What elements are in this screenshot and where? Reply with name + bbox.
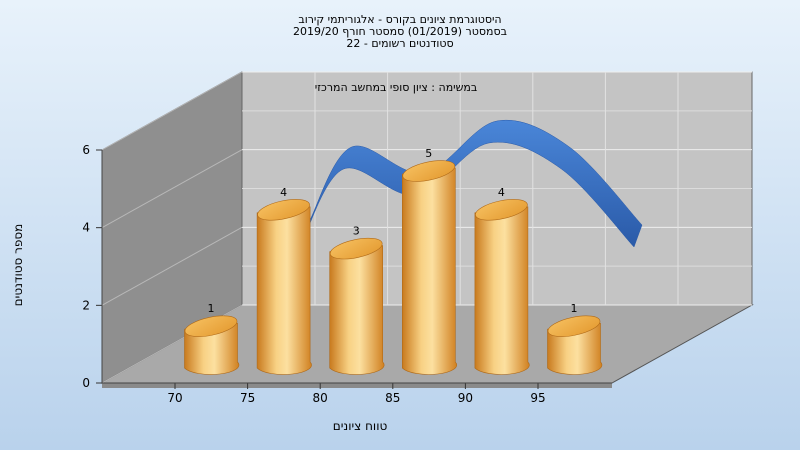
bar-value-label: 5 xyxy=(425,147,432,160)
bar: 3 xyxy=(329,225,385,375)
x-tick-label: 90 xyxy=(458,391,473,405)
bar-value-label: 4 xyxy=(280,186,287,199)
bar: 4 xyxy=(256,186,312,375)
bars: 1 4 3 5 4 1 xyxy=(184,147,603,375)
chart-annotation: במשימה : ציון סופי במחשב המרכזי xyxy=(315,81,478,94)
y-tick-label: 6 xyxy=(82,143,90,157)
bar-top xyxy=(257,199,310,221)
x-tick-label: 95 xyxy=(530,391,545,405)
x-tick-label: 85 xyxy=(385,391,400,405)
gridline-side xyxy=(101,149,243,229)
bar-top xyxy=(329,237,383,260)
bar-value-label: 1 xyxy=(571,302,578,315)
x-tick-label: 75 xyxy=(240,391,255,405)
bar-top xyxy=(547,315,601,337)
bar-value-label: 1 xyxy=(208,302,215,315)
x-tick-label: 80 xyxy=(313,391,328,405)
bar-top xyxy=(475,199,528,221)
title-line-1: היסטוגרמת ציונים בקורס - אלגוריתמי קירוב xyxy=(298,13,501,26)
y-axis: 0 2 4 6 xyxy=(82,143,103,390)
gridline-side xyxy=(101,71,243,151)
bar-body xyxy=(402,167,458,375)
x-axis-label: טווח ציונים xyxy=(333,419,388,433)
bar: 1 xyxy=(547,302,603,375)
y-tick-label: 0 xyxy=(82,376,90,390)
chart-title: היסטוגרמת ציונים בקורס - אלגוריתמי קירוב… xyxy=(293,13,507,50)
floor-edge xyxy=(102,383,612,388)
bar-body xyxy=(256,206,312,375)
bar-value-label: 4 xyxy=(498,186,505,199)
bar: 4 xyxy=(474,186,530,375)
bar-body xyxy=(474,206,530,375)
x-axis: 70 75 80 85 90 95 xyxy=(102,382,612,405)
bar-value-label: 3 xyxy=(353,225,360,238)
bar-body xyxy=(329,245,385,375)
y-axis-label: מספר סטודנטים xyxy=(11,224,25,307)
x-tick-label: 70 xyxy=(167,391,182,405)
gridline-side xyxy=(101,226,243,306)
y-tick-label: 4 xyxy=(82,221,90,235)
bar-top xyxy=(402,160,456,182)
title-line-2: בסמסטר (01/2019) סמסטר חורף 2019/20 xyxy=(293,25,507,38)
bar: 1 xyxy=(184,302,240,375)
title-line-3: סטודנטים רשומים - 22 xyxy=(346,37,453,50)
bar: 5 xyxy=(402,147,458,375)
y-tick-label: 2 xyxy=(82,298,90,312)
bar-top xyxy=(184,315,238,337)
